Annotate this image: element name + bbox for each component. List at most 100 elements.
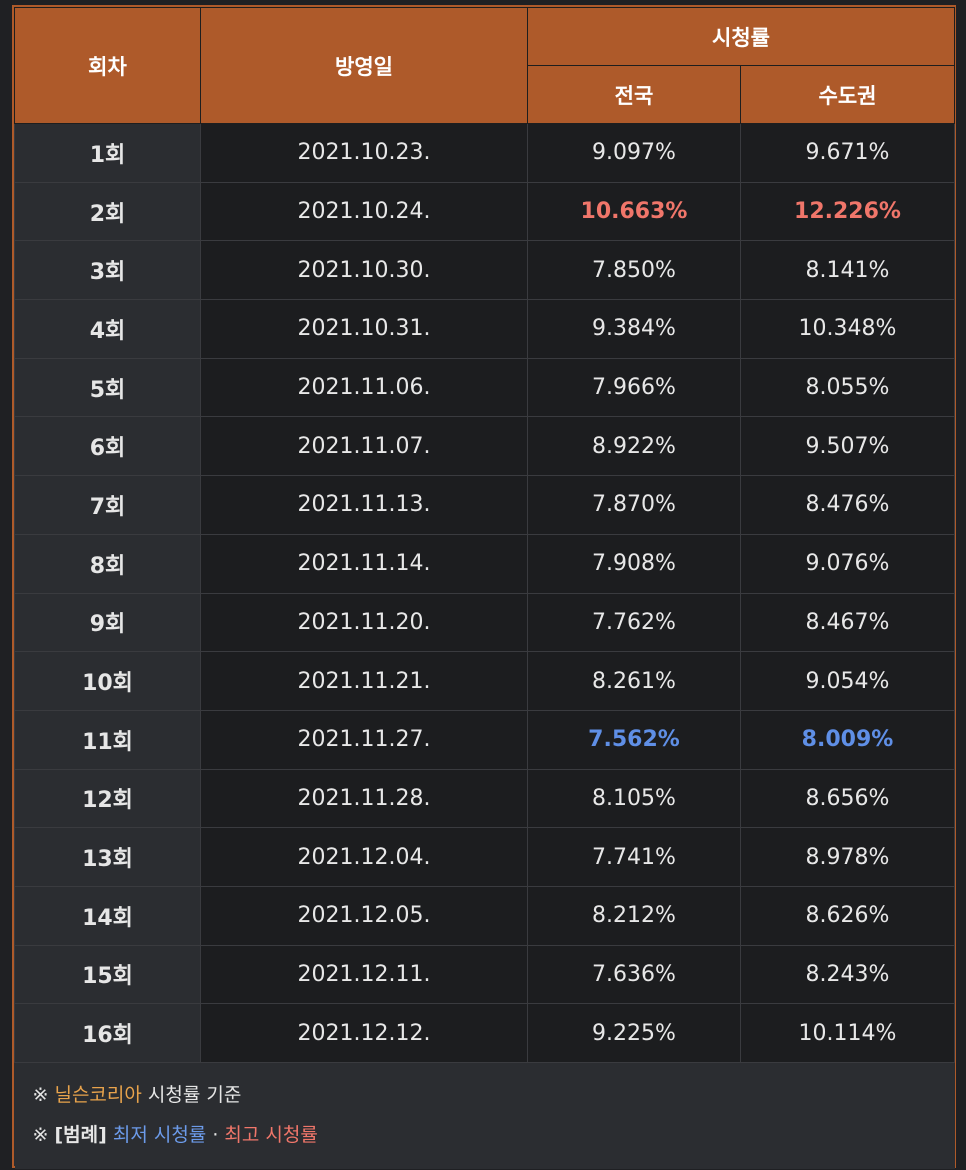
note-mark: ※ [32, 1084, 55, 1106]
cell-airdate: 2021.11.06. [200, 357, 528, 418]
cell-episode: 11회 [14, 709, 201, 770]
legend-max: 최고 시청률 [224, 1124, 318, 1146]
ratings-table-frame: 회차 방영일 시청률 전국 수도권 1회 2021.10.23. 9.097% 9.6… [12, 5, 956, 1169]
cell-airdate: 2021.12.05. [200, 885, 528, 946]
cell-national: 7.870% [527, 475, 741, 535]
cell-episode: 7회 [14, 475, 201, 535]
cell-national: 10.663% [527, 181, 741, 242]
cell-airdate: 2021.11.27. [200, 709, 528, 770]
cell-episode: 14회 [14, 885, 201, 946]
legend-label: [범례] [54, 1124, 107, 1146]
cell-capital: 8.656% [740, 768, 955, 829]
header-airdate: 방영일 [200, 7, 528, 124]
cell-airdate: 2021.11.28. [200, 768, 528, 829]
table-row: 7회 2021.11.13. 7.870% 8.476% [14, 475, 955, 535]
table-row: 12회 2021.11.28. 8.105% 8.656% [14, 768, 955, 829]
cell-capital: 8.009% [740, 709, 955, 770]
table-row: 2회 2021.10.24. 10.663% 12.226% [14, 181, 955, 242]
cell-national: 9.384% [527, 299, 741, 359]
cell-episode: 6회 [14, 416, 201, 477]
cell-episode: 15회 [14, 944, 201, 1005]
header-episode: 회차 [14, 7, 201, 124]
header-ratings: 시청률 [527, 7, 955, 66]
note-legend: ※ [범례] 최저 시청률 · 최고 시청률 [33, 1115, 937, 1155]
cell-capital: 8.476% [740, 475, 955, 535]
cell-capital: 9.507% [740, 416, 955, 477]
table-row: 11회 2021.11.27. 7.562% 8.009% [14, 709, 955, 770]
cell-episode: 10회 [14, 651, 201, 711]
header-national: 전국 [527, 65, 741, 124]
table-row: 14회 2021.12.05. 8.212% 8.626% [14, 885, 955, 946]
cell-national: 7.850% [527, 240, 741, 301]
cell-airdate: 2021.12.12. [200, 1003, 528, 1063]
cell-episode: 16회 [14, 1003, 201, 1063]
table-row: 4회 2021.10.31. 9.384% 10.348% [14, 299, 955, 359]
cell-airdate: 2021.12.04. [200, 827, 528, 887]
cell-national: 8.212% [527, 885, 741, 946]
notes-cell: ※ 닐슨코리아 시청률 기준 ※ [범례] 최저 시청률 · 최고 시청률 [14, 1062, 955, 1169]
cell-airdate: 2021.10.30. [200, 240, 528, 301]
note-source-suffix: 시청률 기준 [141, 1084, 242, 1106]
cell-national: 9.225% [527, 1003, 741, 1063]
table-row: 9회 2021.11.20. 7.762% 8.467% [14, 592, 955, 653]
cell-episode: 4회 [14, 299, 201, 359]
cell-episode: 13회 [14, 827, 201, 887]
cell-national: 7.908% [527, 533, 741, 594]
cell-episode: 9회 [14, 592, 201, 653]
source-link[interactable]: 닐슨코리아 [54, 1084, 142, 1106]
cell-national: 7.562% [527, 709, 741, 770]
cell-episode: 5회 [14, 357, 201, 418]
table-header: 회차 방영일 시청률 전국 수도권 [14, 7, 955, 124]
cell-episode: 2회 [14, 181, 201, 242]
cell-airdate: 2021.10.31. [200, 299, 528, 359]
table-row: 16회 2021.12.12. 9.225% 10.114% [14, 1003, 955, 1063]
table-body: 1회 2021.10.23. 9.097% 9.671% 2회 2021.10.24. 10… [14, 123, 955, 1063]
cell-capital: 10.114% [740, 1003, 955, 1063]
cell-capital: 9.671% [740, 123, 955, 183]
cell-capital: 8.141% [740, 240, 955, 301]
table-footer: ※ 닐슨코리아 시청률 기준 ※ [범례] 최저 시청률 · 최고 시청률 [14, 1062, 955, 1169]
cell-capital: 8.243% [740, 944, 955, 1005]
cell-airdate: 2021.11.20. [200, 592, 528, 653]
cell-capital: 8.467% [740, 592, 955, 653]
table-row: 15회 2021.12.11. 7.636% 8.243% [14, 944, 955, 1005]
table-row: 13회 2021.12.04. 7.741% 8.978% [14, 827, 955, 887]
table-row: 8회 2021.11.14. 7.908% 9.076% [14, 533, 955, 594]
cell-capital: 8.055% [740, 357, 955, 418]
cell-national: 7.741% [527, 827, 741, 887]
header-capital: 수도권 [740, 65, 955, 124]
cell-episode: 1회 [14, 123, 201, 183]
legend-separator: · [206, 1124, 225, 1146]
cell-capital: 9.054% [740, 651, 955, 711]
cell-national: 8.922% [527, 416, 741, 477]
table-row: 1회 2021.10.23. 9.097% 9.671% [14, 123, 955, 183]
cell-episode: 12회 [14, 768, 201, 829]
note-mark: ※ [32, 1124, 55, 1146]
cell-national: 8.261% [527, 651, 741, 711]
cell-airdate: 2021.10.23. [200, 123, 528, 183]
cell-airdate: 2021.11.14. [200, 533, 528, 594]
cell-capital: 8.626% [740, 885, 955, 946]
cell-airdate: 2021.11.07. [200, 416, 528, 477]
cell-capital: 12.226% [740, 181, 955, 242]
cell-capital: 8.978% [740, 827, 955, 887]
cell-airdate: 2021.10.24. [200, 181, 528, 242]
cell-airdate: 2021.12.11. [200, 944, 528, 1005]
cell-capital: 10.348% [740, 299, 955, 359]
legend-min: 최저 시청률 [112, 1124, 207, 1146]
table-row: 6회 2021.11.07. 8.922% 9.507% [14, 416, 955, 477]
cell-national: 7.966% [527, 357, 741, 418]
cell-airdate: 2021.11.13. [200, 475, 528, 535]
cell-national: 9.097% [527, 123, 741, 183]
cell-national: 7.762% [527, 592, 741, 653]
cell-capital: 9.076% [740, 533, 955, 594]
cell-national: 7.636% [527, 944, 741, 1005]
table-row: 5회 2021.11.06. 7.966% 8.055% [14, 357, 955, 418]
cell-national: 8.105% [527, 768, 741, 829]
table-row: 10회 2021.11.21. 8.261% 9.054% [14, 651, 955, 711]
table-row: 3회 2021.10.30. 7.850% 8.141% [14, 240, 955, 301]
cell-episode: 8회 [14, 533, 201, 594]
note-source: ※ 닐슨코리아 시청률 기준 [33, 1075, 937, 1115]
ratings-table: 회차 방영일 시청률 전국 수도권 1회 2021.10.23. 9.097% 9.6… [14, 7, 955, 1169]
cell-episode: 3회 [14, 240, 201, 301]
